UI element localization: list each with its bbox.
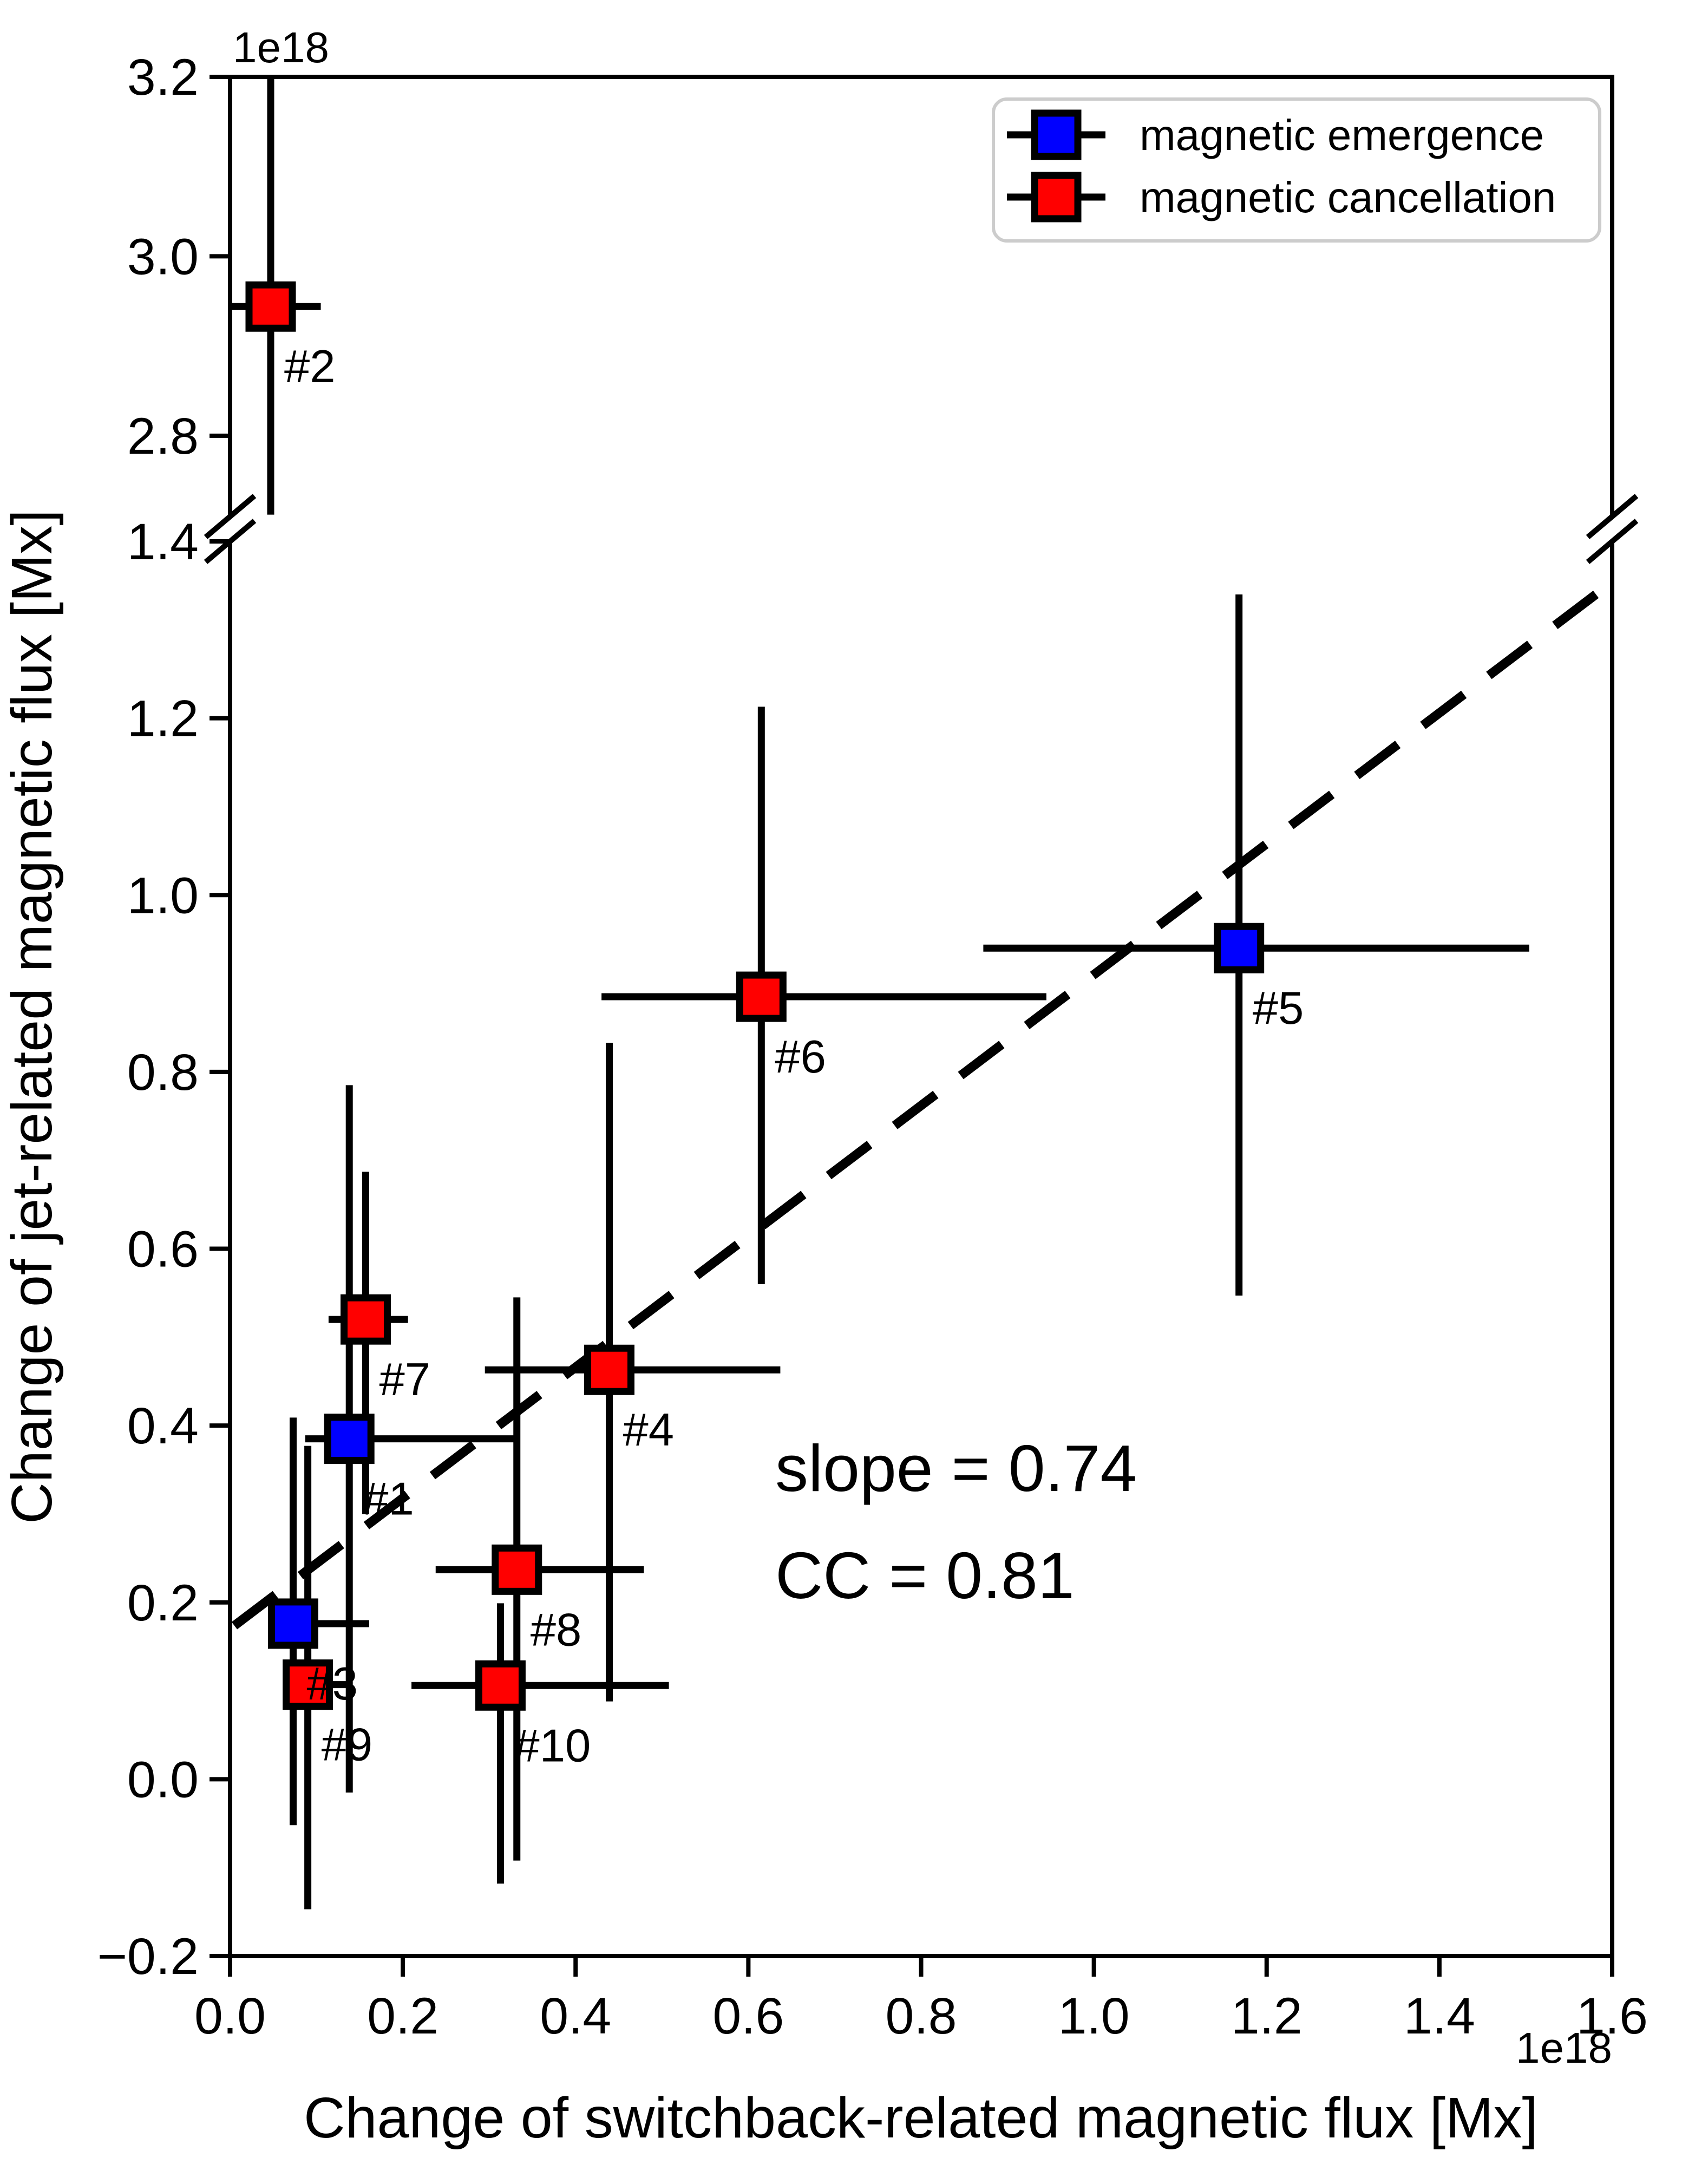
y-tick-label: 3.0: [127, 228, 199, 285]
y-tick-label: 0.6: [127, 1221, 199, 1278]
marker-1: [324, 1414, 375, 1464]
top-panel-spine: [228, 75, 1614, 516]
marker-5: [1214, 923, 1265, 973]
axis-ticks: [210, 75, 1614, 1977]
legend-box: [992, 97, 1601, 243]
point-labels: #1 #2 #3 #4 #5 #6 #7 #8 #9 #10: [284, 341, 1304, 1771]
x-tick-label: 0.4: [540, 1987, 611, 2045]
y-tick-label: 0.8: [127, 1044, 199, 1101]
axes-spines: [228, 75, 1614, 1958]
y-tick-label: 1.4: [127, 513, 199, 571]
axis-break-slash: [204, 494, 257, 539]
axis-break-marks: [204, 494, 1639, 564]
cc-annotation: CC = 0.81: [775, 1539, 1075, 1612]
x-tick-label: 1.4: [1404, 1987, 1475, 2045]
x-tick-label: 1.2: [1231, 1987, 1303, 2045]
point-label-3: #3: [306, 1658, 358, 1710]
legend-marker: [1031, 172, 1082, 223]
data-markers: [245, 281, 1265, 1711]
legend-label: magnetic cancellation: [1140, 173, 1556, 221]
marker-9: [283, 1659, 333, 1710]
point-label-1: #1: [363, 1474, 414, 1525]
marker-10: [475, 1660, 526, 1711]
marker-3: [267, 1598, 318, 1649]
marker-2: [245, 281, 296, 332]
axis-break-slash: [204, 519, 257, 564]
axis-break-slash: [1586, 519, 1639, 564]
point-label-4: #4: [623, 1404, 674, 1456]
x-tick-label: 0.8: [885, 1987, 957, 2045]
y-axis-label: Change of jet-related magnetic flux [Mx]: [0, 509, 64, 1524]
point-label-7: #7: [379, 1354, 431, 1405]
y-tick-label: 2.8: [127, 408, 199, 465]
marker-8: [492, 1544, 542, 1595]
axis-break-slash: [1586, 494, 1639, 539]
x-axis-offset-text: 1e18: [1516, 2024, 1612, 2072]
legend-label: magnetic emergence: [1140, 111, 1544, 159]
x-axis-label: Change of switchback-related magnetic fl…: [304, 2086, 1538, 2150]
marker-7: [341, 1294, 391, 1345]
tick-labels: 0.0 0.2 0.4 0.6 0.8 1.0 1.2 1.4 1.6 2.8 3.0 3.2 −0.2…: [97, 49, 1648, 2045]
legend: magnetic emergence magnetic cancellation: [992, 97, 1601, 243]
x-tick-label: 0.2: [367, 1987, 439, 2045]
legend-marker: [1031, 109, 1082, 160]
y-axis-offset-text: 1e18: [233, 23, 329, 71]
bottom-panel-spine: [228, 541, 1614, 1958]
error-bars: [230, 77, 1529, 1910]
y-tick-label: 0.4: [127, 1397, 199, 1455]
point-label-10: #10: [514, 1720, 591, 1771]
point-label-8: #8: [531, 1604, 582, 1656]
point-label-6: #6: [775, 1031, 826, 1083]
point-label-2: #2: [284, 341, 336, 393]
fit-line: [231, 580, 1613, 1630]
x-tick-label: 1.0: [1058, 1987, 1130, 2045]
slope-annotation: slope = 0.74: [775, 1431, 1137, 1505]
y-tick-label: 0.0: [127, 1751, 199, 1808]
y-tick-label: −0.2: [97, 1928, 199, 1985]
marker-6: [736, 971, 787, 1022]
y-tick-label: 1.0: [127, 867, 199, 924]
x-tick-label: 1.6: [1576, 1987, 1648, 2045]
y-tick-label: 1.2: [127, 690, 199, 748]
y-tick-label: 3.2: [127, 49, 199, 106]
marker-4: [584, 1344, 634, 1395]
y-tick-label: 0.2: [127, 1574, 199, 1632]
point-label-9: #9: [322, 1719, 373, 1771]
x-tick-label: 0.6: [712, 1987, 784, 2045]
point-label-5: #5: [1253, 983, 1304, 1034]
linear-fit-dashed-line: [231, 580, 1613, 1630]
x-tick-label: 0.0: [194, 1987, 266, 2045]
